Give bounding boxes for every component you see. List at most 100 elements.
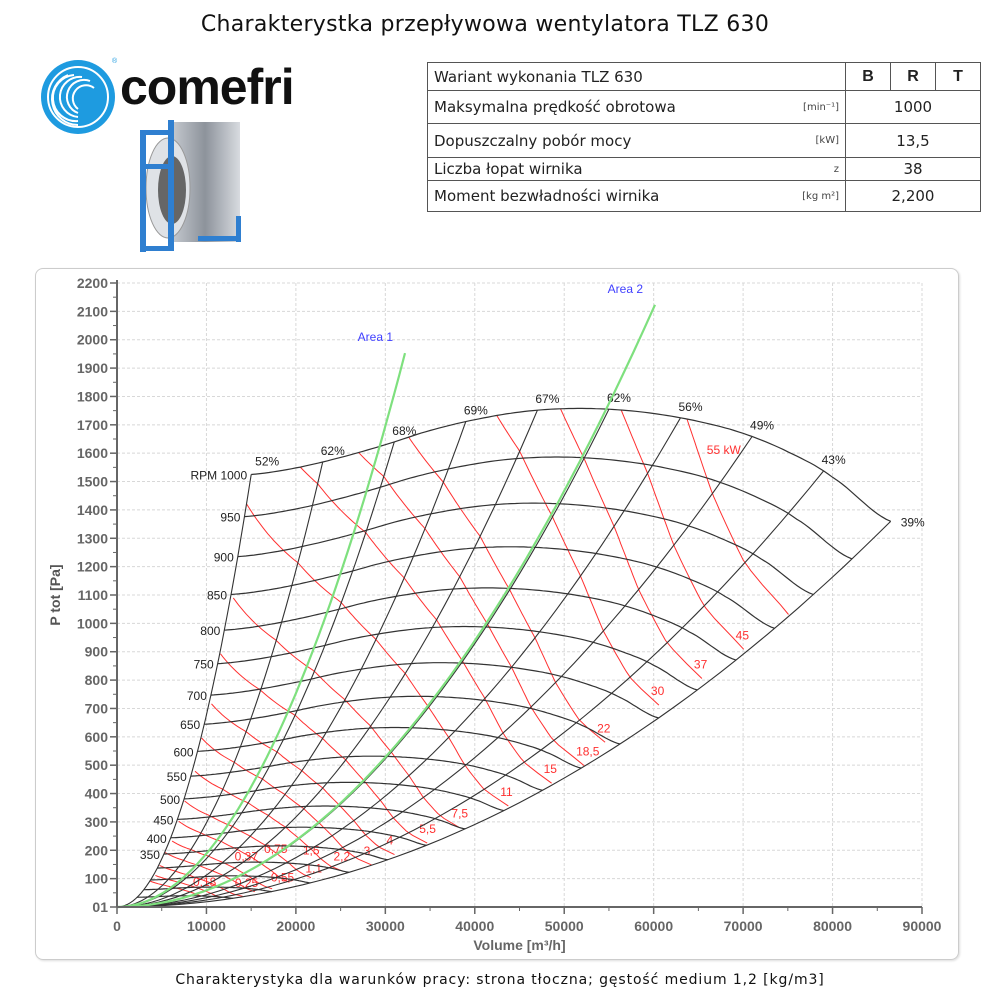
rpm-label: RPM 1000 (190, 468, 247, 482)
rpm-curve (204, 695, 621, 745)
efficiency-label: 67% (535, 392, 559, 406)
power-line-label: 5,5 (419, 822, 436, 836)
spec-table: Wariant wykonania TLZ 630 B R T Maksymal… (427, 62, 981, 212)
rpm-curve (217, 625, 698, 691)
spec-value: 1000 (845, 90, 981, 124)
power-line (211, 703, 395, 856)
area-label: Area 2 (608, 282, 644, 296)
power-line (220, 653, 428, 844)
y-tick-label: 600 (85, 729, 109, 745)
efficiency-line (116, 470, 825, 908)
x-tick-label: 50000 (545, 918, 584, 934)
rpm-label: 350 (140, 848, 160, 862)
rpm-curve (251, 407, 891, 522)
area-line (116, 352, 407, 909)
x-tick-label: 60000 (634, 918, 673, 934)
efficiency-label: 68% (392, 424, 416, 438)
rpm-curve (244, 456, 853, 560)
efficiency-label: 39% (901, 515, 925, 529)
area-label: Area 1 (358, 330, 394, 344)
y-tick-label: 1100 (78, 587, 109, 603)
efficiency-line (116, 436, 753, 908)
efficiency-label: 43% (822, 453, 846, 467)
power-line-label: 4 (387, 834, 394, 848)
power-line (686, 418, 789, 615)
power-line (358, 452, 585, 766)
y-axis-title: P tot [Pa] (47, 564, 63, 625)
power-line-label: 30 (651, 684, 665, 698)
efficiency-label: 69% (464, 404, 488, 418)
efficiency-line (116, 417, 681, 908)
y-tick-label: 1800 (77, 388, 108, 404)
rpm-label: 700 (187, 689, 207, 703)
area-line (116, 304, 657, 909)
spec-row: Dopuszczalny pobór mocy [kW] 13,5 (427, 123, 981, 158)
x-tick-label: 30000 (366, 918, 405, 934)
x-tick-label: 40000 (455, 918, 494, 934)
rpm-label: 900 (214, 551, 234, 565)
rpm-label: 750 (194, 658, 214, 672)
efficiency-line (116, 474, 252, 908)
rpm-curve (164, 845, 388, 861)
power-line-label: 0,37 (235, 849, 259, 863)
efficiency-label: 56% (679, 400, 703, 414)
spec-header-row: Wariant wykonania TLZ 630 B R T (427, 62, 981, 91)
rpm-curve (197, 726, 582, 769)
chart-frame (35, 268, 959, 960)
efficiency-line (116, 441, 395, 908)
variant-r: R (890, 62, 936, 91)
efficiency-label: 49% (750, 418, 774, 432)
rpm-label: 650 (180, 718, 200, 732)
comefri-logo-icon: ® (41, 57, 118, 134)
y-tick-label: 900 (85, 644, 109, 660)
efficiency-line (116, 421, 467, 908)
spec-label: Moment bezwładności wirnika (427, 180, 773, 212)
x-tick-label: 0 (113, 918, 121, 934)
power-line-label: 3 (364, 844, 371, 858)
rpm-curve (224, 587, 737, 661)
spec-unit: [kW] (773, 123, 846, 158)
x-tick-label: 20000 (276, 918, 315, 934)
power-line (232, 597, 460, 828)
power-line-label: 18,5 (576, 745, 600, 759)
variant-t: T (935, 62, 981, 91)
rpm-curve (190, 755, 543, 791)
rpm-curve (237, 502, 814, 596)
power-line-label: 45 (736, 628, 750, 642)
x-tick-label: 10000 (187, 918, 226, 934)
x-axis-title: Volume [m³/h] (473, 937, 565, 953)
x-tick-label: 80000 (813, 918, 852, 934)
rpm-label: 500 (160, 793, 180, 807)
y-tick-label: 800 (85, 672, 109, 688)
spec-row: Moment bezwładności wirnika [kg m²] 2,20… (427, 180, 981, 212)
y-tick-label: 200 (85, 842, 109, 858)
spec-unit: [kg m²] (773, 180, 846, 212)
power-line-label: 11 (500, 785, 513, 799)
y-tick-label: 500 (85, 757, 109, 773)
power-line (496, 415, 660, 706)
rpm-curve (184, 781, 504, 812)
y-tick-label: 2200 (77, 275, 108, 291)
chart-caption: Charakterystyka dla warunków pracy: stro… (175, 972, 825, 988)
power-line (299, 466, 552, 784)
efficiency-label: 62% (321, 444, 345, 458)
logo-text: comefri (120, 59, 295, 115)
x-tick-label: 90000 (903, 918, 942, 934)
variant-b: B (845, 62, 891, 91)
rpm-curve (230, 546, 775, 629)
spec-value: 2,200 (845, 180, 981, 212)
y-tick-label: 1600 (77, 445, 108, 461)
power-line-label: 37 (694, 658, 708, 672)
y-tick-label: 700 (85, 700, 109, 716)
svg-text:®: ® (112, 57, 118, 65)
y-tick-label: 100 (85, 871, 109, 887)
rpm-label: 600 (173, 745, 193, 759)
rpm-curve (157, 861, 350, 873)
efficiency-line (116, 461, 324, 908)
power-line (560, 408, 703, 679)
power-line (408, 436, 606, 743)
rpm-label: 950 (220, 511, 240, 525)
spec-label: Dopuszczalny pobór mocy (427, 123, 773, 158)
rpm-label: 550 (167, 770, 187, 784)
